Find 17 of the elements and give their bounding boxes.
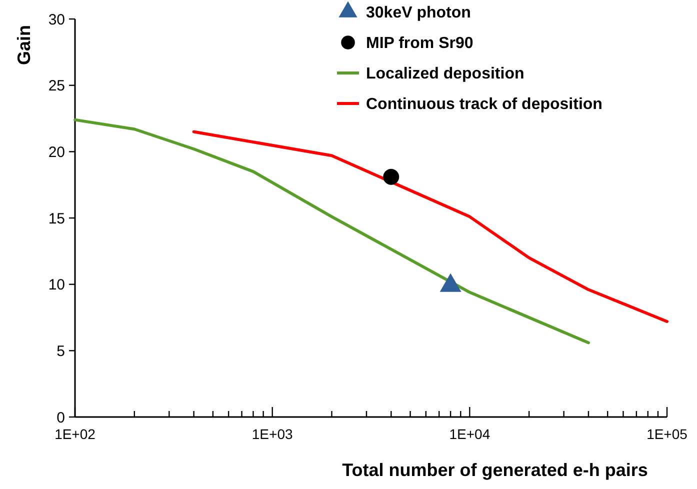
y-axis-title: Gain [14,24,34,66]
legend-label: Localized deposition [366,66,524,83]
y-tick-label: 20 [48,144,65,161]
legend-label: MIP from Sr90 [366,35,474,52]
x-tick-label: 1E+05 [646,426,688,442]
y-tick-label: 15 [48,210,65,228]
y-tick-label: 10 [48,276,65,294]
y-tick-label: 0 [56,409,65,426]
x-tick-label: 1E+03 [252,426,293,442]
legend-label: Continuous track of deposition [366,96,602,114]
y-tick-label: 25 [48,78,65,95]
y-tick-label: 5 [56,342,65,360]
x-axis-title: Total number of generated e-h pairs [342,460,648,480]
x-tick-label: 1E+02 [54,426,96,442]
legend-label: 30keV photon [366,4,471,22]
y-tick-label: 30 [48,11,65,28]
x-tick-label: 1E+04 [449,426,490,442]
